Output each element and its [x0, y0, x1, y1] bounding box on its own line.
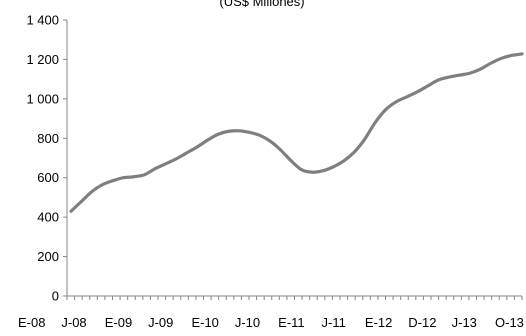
x-tick-label: J-10: [235, 315, 260, 330]
chart-title: (US$ Millones): [219, 0, 304, 9]
y-tick-label: 600: [37, 170, 59, 185]
y-tick-label: 1 000: [26, 91, 59, 106]
y-tick-label: 800: [37, 131, 59, 146]
y-tick-label: 400: [37, 210, 59, 225]
x-tick-label: J-08: [61, 315, 86, 330]
x-tick-label: E-12: [365, 315, 392, 330]
y-tick-label: 0: [52, 289, 59, 304]
series-layer: [69, 52, 524, 213]
series-line: [69, 52, 524, 213]
x-tick-label: J-09: [148, 315, 173, 330]
y-tick-label: 200: [37, 249, 59, 264]
x-tick-label: E-11: [278, 315, 305, 330]
x-tick-label: E-08: [18, 315, 45, 330]
x-tick-label: J-11: [322, 315, 346, 330]
y-tick-label: 1 200: [26, 52, 59, 67]
x-tick-label: J-13: [452, 315, 477, 330]
y-tick-label: 1 400: [26, 13, 59, 28]
x-tick-label: D-12: [408, 315, 436, 330]
axes: 0 200 400 600 800 1 000 1 200 1 400 E-08 J-08 E-09…: [18, 13, 524, 331]
x-tick-label: O-13: [495, 315, 524, 330]
x-tick-label: E-10: [191, 315, 218, 330]
x-tick-label: E-09: [105, 315, 132, 330]
